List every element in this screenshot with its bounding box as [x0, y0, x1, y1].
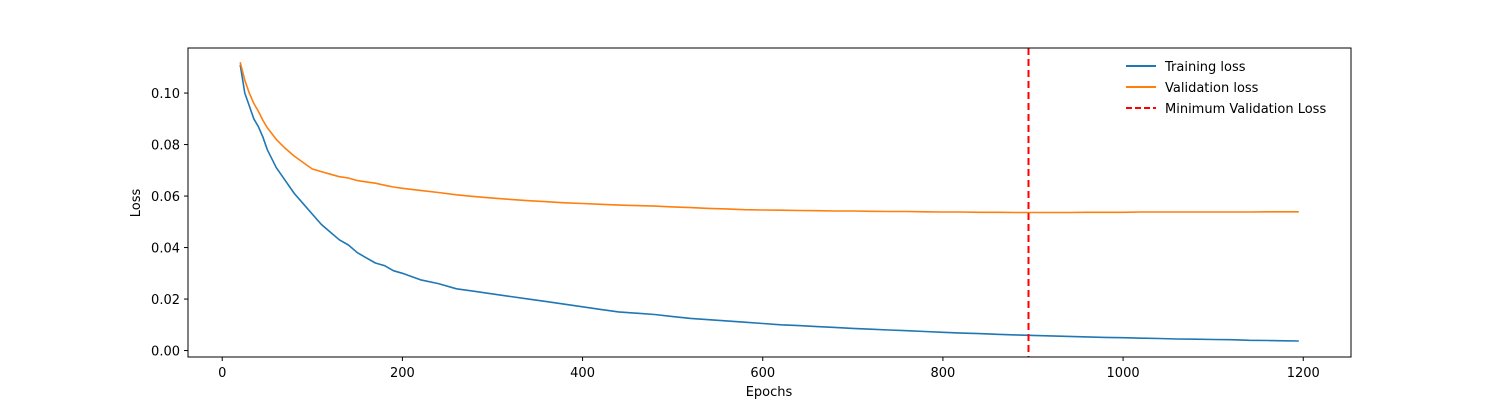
- y-tick-label: 0.08: [151, 139, 180, 154]
- x-tick-label: 1200: [1287, 366, 1320, 381]
- x-tick-label: 600: [750, 366, 775, 381]
- x-tick-label: 200: [390, 366, 415, 381]
- y-tick-label: 0.00: [151, 345, 180, 360]
- series-line-training-loss: [239, 64, 1299, 342]
- x-axis-ticks: 0 200 400 600 800 1000 1200: [218, 357, 1320, 381]
- y-tick-label: 0.06: [151, 190, 180, 205]
- x-axis-title: Epochs: [746, 385, 793, 400]
- y-tick-label: 0.04: [151, 242, 180, 257]
- legend-label: Training loss: [1164, 60, 1246, 75]
- series-layer: [239, 62, 1299, 342]
- x-tick-label: 0: [218, 366, 226, 381]
- y-tick-label: 0.02: [151, 293, 180, 308]
- y-axis-title: Loss: [129, 189, 144, 218]
- legend-label: Validation loss: [1165, 81, 1259, 96]
- plot-area: [239, 48, 1299, 357]
- axes-frame: [187, 47, 1352, 358]
- x-tick-label: 800: [930, 366, 955, 381]
- legend-label: Minimum Validation Loss: [1165, 102, 1326, 117]
- x-tick-label: 400: [570, 366, 595, 381]
- series-line-validation-loss: [239, 62, 1299, 214]
- legend: Training loss Validation loss Minimum Vali…: [1126, 60, 1326, 117]
- x-tick-label: 1000: [1107, 366, 1140, 381]
- y-axis-ticks: 0.00 0.02 0.04 0.06 0.08 0.10: [151, 87, 188, 360]
- y-tick-label: 0.10: [151, 87, 180, 102]
